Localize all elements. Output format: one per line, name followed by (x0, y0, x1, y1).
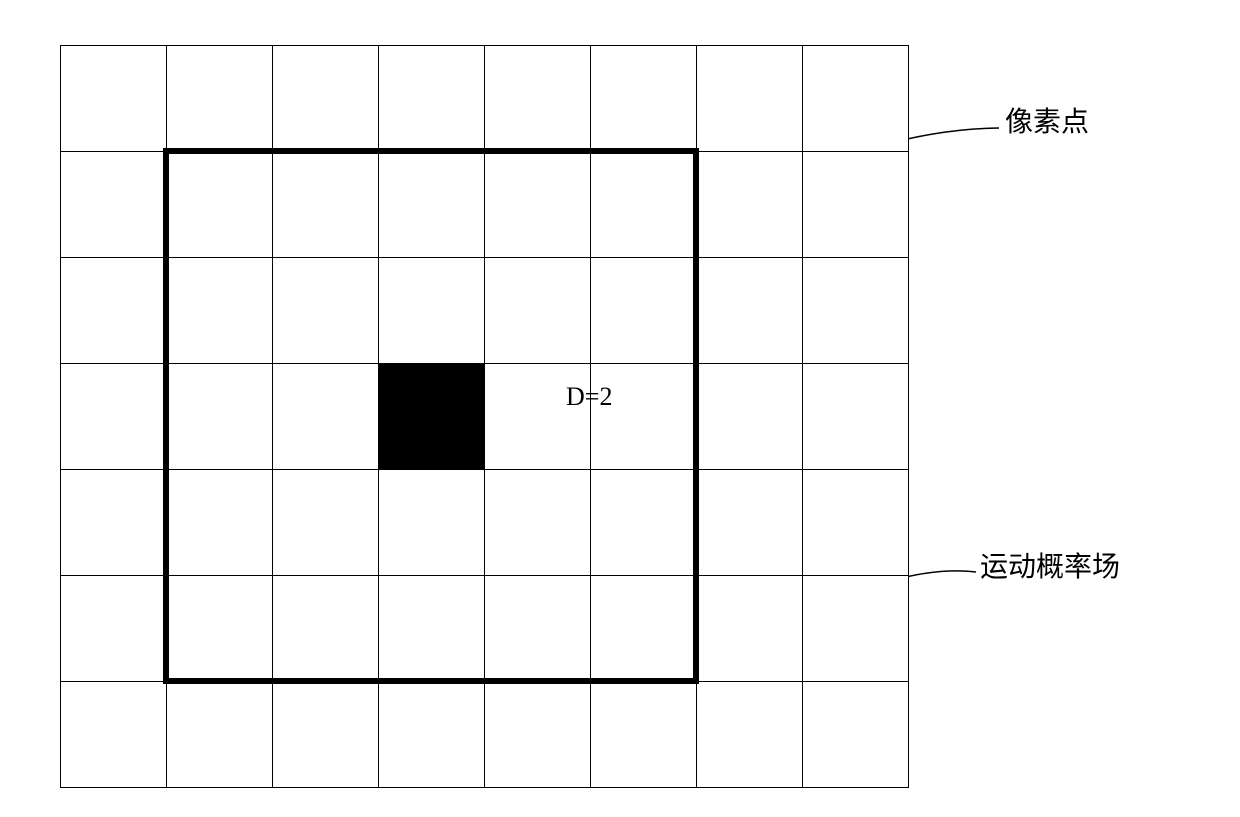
grid-cell (484, 681, 591, 788)
grid-cell (60, 257, 167, 364)
grid-cell (696, 681, 803, 788)
grid-cell (802, 469, 909, 576)
grid-cell (802, 681, 909, 788)
grid-cell (696, 469, 803, 576)
grid-cell (696, 575, 803, 682)
grid-cell (60, 575, 167, 682)
grid-cell (166, 45, 273, 152)
grid-cell (272, 681, 379, 788)
diagram-canvas: D=2 像素点 运动概率场 (0, 0, 1240, 817)
grid-cell (166, 681, 273, 788)
grid-cell (590, 45, 697, 152)
dimension-label: D=2 (566, 382, 612, 412)
pixel-annotation-label: 像素点 (1005, 100, 1089, 140)
grid-cell (60, 469, 167, 576)
center-pixel (379, 364, 484, 469)
grid-cell (272, 45, 379, 152)
grid-cell (60, 45, 167, 152)
grid-cell (802, 575, 909, 682)
field-annotation-label: 运动概率场 (980, 545, 1120, 585)
grid-cell (484, 45, 591, 152)
grid-cell (696, 363, 803, 470)
grid-cell (590, 681, 697, 788)
grid-cell (802, 151, 909, 258)
grid-cell (802, 45, 909, 152)
grid-cell (378, 681, 485, 788)
grid-cell (60, 363, 167, 470)
grid-cell (696, 257, 803, 364)
grid-cell (696, 151, 803, 258)
grid-cell (696, 45, 803, 152)
grid-cell (802, 257, 909, 364)
grid-cell (378, 45, 485, 152)
grid-cell (802, 363, 909, 470)
grid-cell (60, 681, 167, 788)
grid-cell (60, 151, 167, 258)
